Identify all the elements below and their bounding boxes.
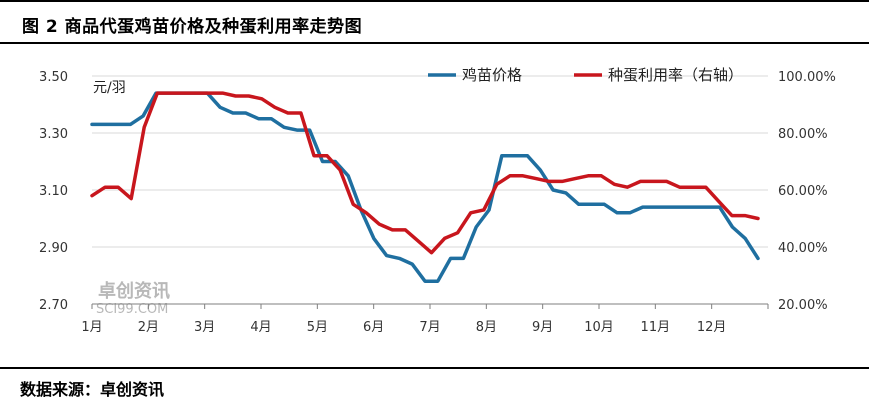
x-tick-label: 3月 bbox=[194, 320, 215, 335]
x-tick-label: 6月 bbox=[363, 320, 384, 335]
x-tick-label: 4月 bbox=[250, 320, 271, 335]
legend-chick-price-label: 鸡苗价格 bbox=[462, 66, 522, 84]
data-source: 数据来源：卓创资讯 bbox=[20, 380, 165, 399]
legend-egg-utilization-label: 种蛋利用率（右轴） bbox=[608, 66, 743, 84]
top-rule bbox=[0, 0, 869, 2]
watermark-cn: 卓创资讯 bbox=[98, 280, 170, 302]
x-tick-label: 11月 bbox=[641, 320, 671, 335]
series-line-chick-price bbox=[90, 91, 760, 283]
y-right-tick-label: 40.00% bbox=[778, 241, 828, 256]
y-left-tick-label: 3.30 bbox=[39, 127, 68, 142]
y-right-tick-label: 100.00% bbox=[778, 70, 836, 85]
x-tick-label: 2月 bbox=[138, 320, 159, 335]
figure-title-bar: 图 2 商品代蛋鸡苗价格及种蛋利用率走势图 bbox=[0, 0, 869, 44]
figure-title: 图 2 商品代蛋鸡苗价格及种蛋利用率走势图 bbox=[22, 17, 363, 37]
source-rule bbox=[0, 367, 869, 369]
y-left-tick-label: 2.90 bbox=[39, 241, 68, 256]
series-line-egg-utilization bbox=[90, 91, 760, 255]
x-tick-label: 9月 bbox=[532, 320, 553, 335]
x-tick-label: 5月 bbox=[307, 320, 328, 335]
y-right-tick-label: 20.00% bbox=[778, 298, 828, 313]
x-tick-label: 12月 bbox=[697, 320, 727, 335]
x-tick-label: 1月 bbox=[81, 320, 102, 335]
y-left-unit-label: 元/羽 bbox=[93, 80, 126, 96]
y-left-tick-label: 3.50 bbox=[39, 70, 68, 85]
y-left-tick-label: 2.70 bbox=[39, 298, 68, 313]
x-tick-label: 10月 bbox=[584, 320, 614, 335]
title-underline bbox=[0, 42, 869, 44]
y-left-tick-label: 3.10 bbox=[39, 184, 68, 199]
y-right-tick-label: 60.00% bbox=[778, 184, 828, 199]
x-tick-label: 8月 bbox=[476, 320, 497, 335]
x-tick-label: 7月 bbox=[419, 320, 440, 335]
y-right-tick-label: 80.00% bbox=[778, 127, 828, 142]
watermark-en: SCI99.COM bbox=[96, 302, 168, 317]
